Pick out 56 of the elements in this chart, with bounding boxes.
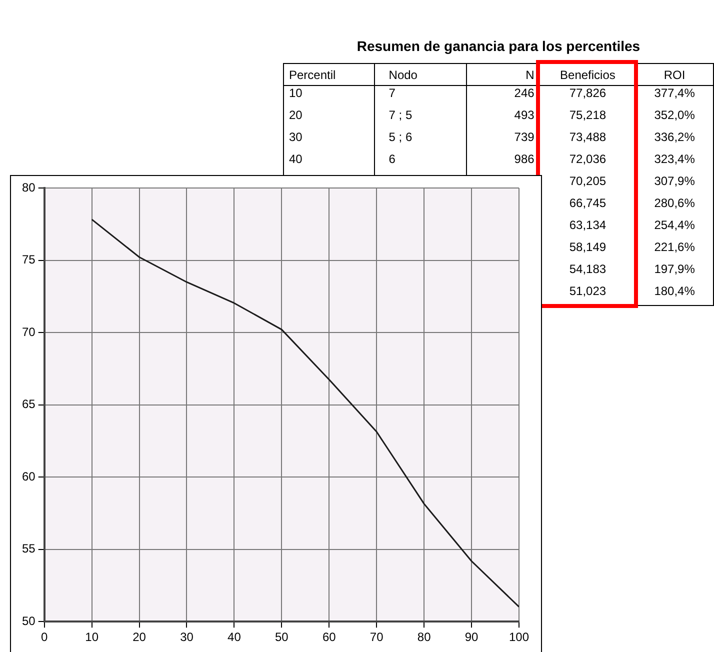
y-tick-label: 50 — [22, 614, 36, 628]
text: 323,4% — [654, 152, 695, 166]
text: 280,6% — [654, 196, 695, 210]
x-tick-label: 60 — [322, 630, 336, 644]
y-tick-label: 70 — [22, 324, 36, 339]
x-tick-label: 40 — [228, 630, 242, 644]
y-tick-label: 65 — [22, 397, 36, 412]
category-label: Percentil — [284, 64, 374, 86]
text: 6 — [388, 152, 396, 166]
text: 493 — [514, 108, 534, 122]
text: 197,9% — [654, 262, 695, 276]
text: 10 — [289, 86, 302, 100]
text: 307,9% — [654, 174, 695, 188]
text: Resumen de ganancia para los percentiles — [356, 38, 642, 54]
text: 30 — [289, 130, 302, 144]
text: 986 — [514, 152, 534, 166]
x-tick-label: 20 — [132, 630, 146, 644]
text: 70,205 — [569, 174, 606, 188]
x-tick-label: 80 — [417, 630, 432, 644]
text: 66,745 — [569, 196, 606, 210]
y-tick-label: 80 — [22, 180, 36, 194]
text: 51,023 — [569, 284, 606, 298]
text: 63,134 — [569, 218, 606, 232]
text: 739 — [514, 130, 534, 144]
text: 73,488 — [569, 130, 606, 144]
text: 336,2% — [654, 130, 695, 144]
x-tick-label: 30 — [180, 630, 194, 644]
text: 254,4% — [654, 218, 695, 232]
text: 75,218 — [569, 108, 606, 122]
y-tick-label: 75 — [22, 252, 36, 267]
text: 377,4% — [654, 86, 695, 100]
y-tick-label: 60 — [22, 469, 36, 484]
category-label: Beneficios — [540, 64, 636, 86]
category-label: ROI — [636, 64, 714, 86]
x-tick-label: 10 — [85, 630, 99, 644]
text: 7 — [388, 86, 396, 100]
text: 246 — [514, 86, 534, 100]
text: 5 ; 6 — [388, 130, 412, 144]
category-label: N — [466, 64, 540, 86]
text: 352,0% — [654, 108, 695, 122]
text: 72,036 — [569, 152, 606, 166]
text: 77,826 — [569, 86, 606, 100]
text: 40 — [289, 152, 302, 166]
text: 7 ; 5 — [388, 108, 412, 122]
text: 221,6% — [654, 240, 695, 254]
x-tick-label: 50 — [274, 630, 289, 644]
x-tick-label: 70 — [370, 630, 384, 644]
category-label: Nodo — [374, 64, 466, 86]
text: 180,4% — [654, 284, 695, 298]
text: 20 — [289, 108, 302, 122]
x-tick-label: 0 — [41, 630, 48, 644]
text: 54,183 — [569, 262, 606, 276]
x-tick-label: 90 — [464, 630, 479, 644]
text: 58,149 — [569, 240, 606, 254]
y-tick-label: 55 — [22, 542, 36, 556]
x-tick-label: 100 — [508, 630, 530, 644]
